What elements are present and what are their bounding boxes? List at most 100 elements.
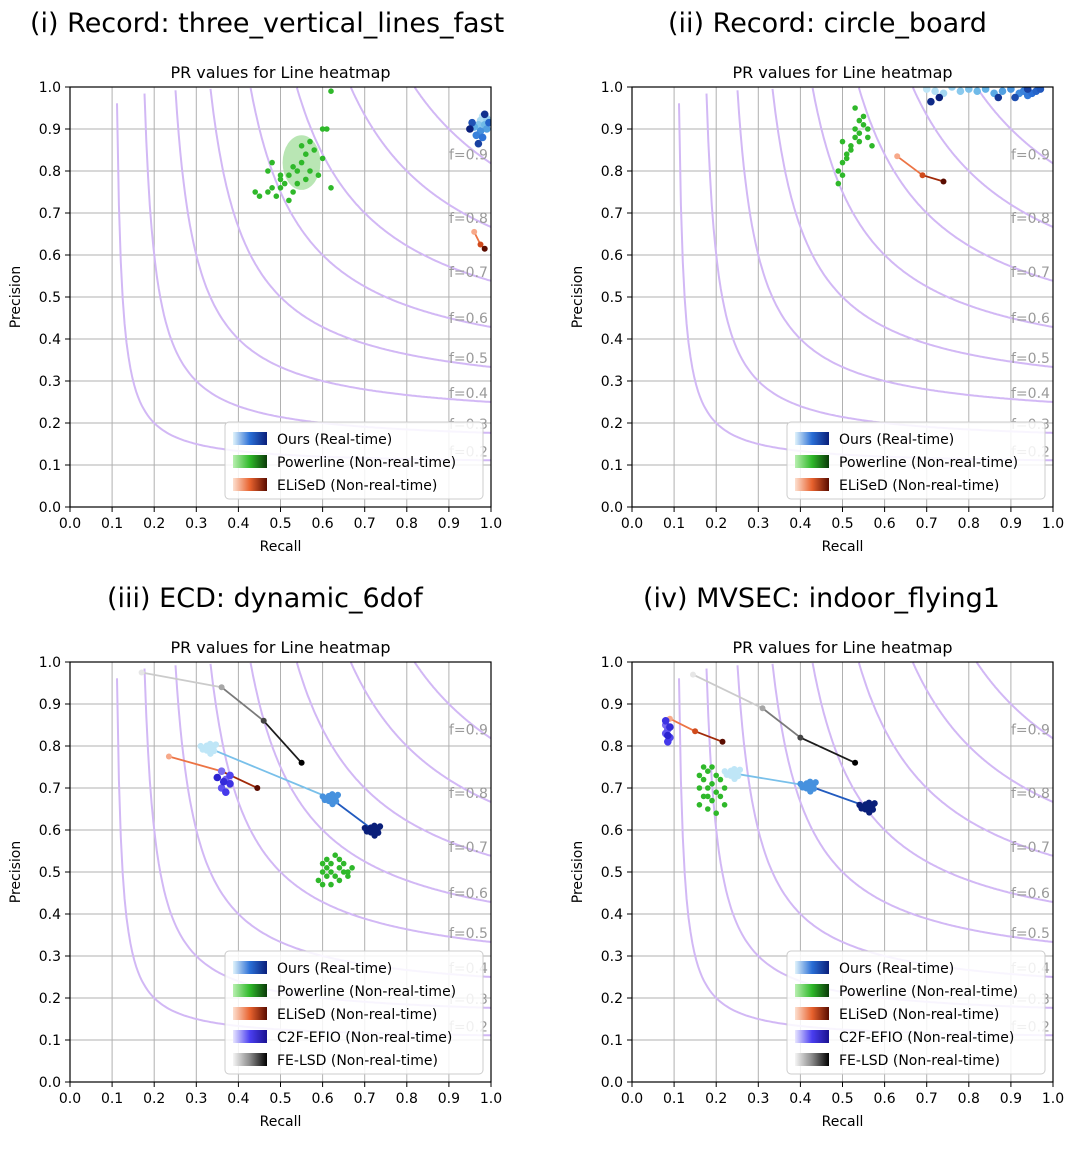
- x-tick-label: 0.2: [143, 516, 165, 532]
- data-point: [324, 865, 330, 871]
- y-tick-label: 0.3: [39, 949, 61, 965]
- data-point: [721, 785, 728, 791]
- legend-swatch: [233, 961, 267, 974]
- x-tick-label: 0.4: [789, 1091, 811, 1107]
- y-tick-label: 0.6: [39, 248, 61, 264]
- legend-label: Ours (Real-time): [277, 961, 392, 977]
- legend-label: Powerline (Non-real-time): [277, 455, 456, 471]
- data-point: [700, 764, 707, 770]
- data-point: [294, 180, 301, 187]
- y-tick-label: 1.0: [39, 655, 61, 671]
- y-tick-label: 0.6: [601, 823, 623, 839]
- data-point: [324, 126, 330, 132]
- x-tick-label: 1.0: [480, 1091, 502, 1107]
- y-tick-label: 0.9: [39, 697, 61, 713]
- y-tick-label: 1.0: [601, 655, 623, 671]
- data-point: [480, 110, 489, 119]
- data-point: [478, 133, 487, 142]
- x-tick-label: 0.6: [311, 516, 333, 532]
- data-point: [361, 824, 369, 832]
- legend-label: Ours (Real-time): [839, 432, 954, 448]
- legend-box: [786, 950, 1046, 1075]
- iso-f-curve: [249, 87, 491, 328]
- data-point: [860, 122, 867, 128]
- data-point: [474, 139, 483, 148]
- data-point: [935, 93, 944, 102]
- series-ours: [466, 110, 491, 148]
- legend-swatch: [795, 1030, 829, 1043]
- iso-f-label: f=0.7: [449, 840, 488, 856]
- series-elised: [666, 715, 726, 745]
- legend-swatch: [795, 455, 829, 468]
- data-point: [336, 856, 343, 863]
- legend-label: FE-LSD (Non-real-time): [277, 1053, 438, 1069]
- data-point: [212, 741, 219, 748]
- x-tick-label: 0.0: [59, 516, 81, 532]
- data-point: [319, 126, 326, 132]
- legend-swatch: [795, 1007, 829, 1020]
- legend-label: ELiSeD (Non-real-time): [839, 1007, 999, 1023]
- iso-f-curve: [811, 662, 1053, 903]
- data-point: [843, 151, 850, 157]
- data-point: [759, 705, 766, 712]
- x-tick-label: 0.5: [831, 1091, 853, 1107]
- data-point: [477, 241, 484, 248]
- iso-f-label: f=0.4: [449, 386, 488, 402]
- data-point: [664, 731, 672, 740]
- y-tick-label: 0.5: [39, 865, 61, 881]
- data-point: [856, 801, 863, 809]
- data-point: [290, 164, 296, 170]
- y-tick-label: 0.5: [601, 865, 623, 881]
- panel-title-1: (i) Record: three_vertical_lines_fast: [30, 8, 505, 39]
- legend-swatch: [795, 961, 829, 974]
- data-point: [852, 105, 858, 111]
- panel-title-3: (iii) ECD: dynamic_6dof: [107, 583, 423, 614]
- y-tick-label: 1.0: [39, 80, 61, 96]
- iso-f-label: f=0.6: [449, 886, 488, 902]
- data-point: [298, 143, 305, 149]
- chart-panel-2: PR values for Line heatmapf=0.2f=0.3f=0.…: [570, 63, 1064, 555]
- legend-swatch: [233, 1030, 267, 1043]
- data-point: [222, 788, 230, 796]
- data-point: [217, 767, 226, 775]
- series-line: [220, 686, 265, 722]
- y-axis-label: Precision: [570, 841, 586, 903]
- x-tick-label: 0.1: [663, 1091, 685, 1107]
- y-tick-label: 0.4: [601, 907, 623, 923]
- data-point: [307, 168, 313, 174]
- data-point: [965, 87, 973, 93]
- data-point: [852, 759, 859, 766]
- data-point: [324, 873, 330, 879]
- data-point: [664, 738, 672, 746]
- data-point: [869, 143, 875, 149]
- y-tick-label: 0.8: [39, 164, 61, 180]
- data-point: [728, 768, 738, 778]
- y-tick-label: 0.1: [601, 1033, 623, 1049]
- data-point: [700, 793, 707, 800]
- legend-swatch: [795, 1053, 829, 1066]
- series-line: [330, 797, 374, 831]
- data-point: [303, 151, 309, 157]
- data-point: [290, 189, 296, 195]
- data-point: [319, 793, 326, 800]
- series-line: [208, 747, 332, 800]
- y-tick-label: 0.2: [39, 991, 61, 1007]
- data-point: [265, 168, 271, 174]
- x-tick-label: 0.1: [663, 516, 685, 532]
- data-point: [1007, 87, 1015, 93]
- data-point: [252, 189, 258, 195]
- data-point: [1023, 87, 1032, 93]
- data-point: [328, 869, 334, 875]
- iso-f-label: f=0.9: [449, 722, 488, 738]
- iso-f-curve: [811, 87, 1053, 328]
- chart-title: PR values for Line heatmap: [170, 638, 390, 657]
- x-tick-label: 1.0: [1042, 1091, 1064, 1107]
- data-point: [219, 777, 228, 786]
- series-powerline: [252, 88, 334, 204]
- iso-f-curve: [249, 662, 491, 903]
- iso-f-label: f=0.7: [449, 265, 488, 281]
- data-point: [311, 147, 318, 153]
- data-point: [254, 785, 261, 791]
- data-point: [319, 869, 326, 875]
- y-tick-label: 0.1: [39, 1033, 61, 1049]
